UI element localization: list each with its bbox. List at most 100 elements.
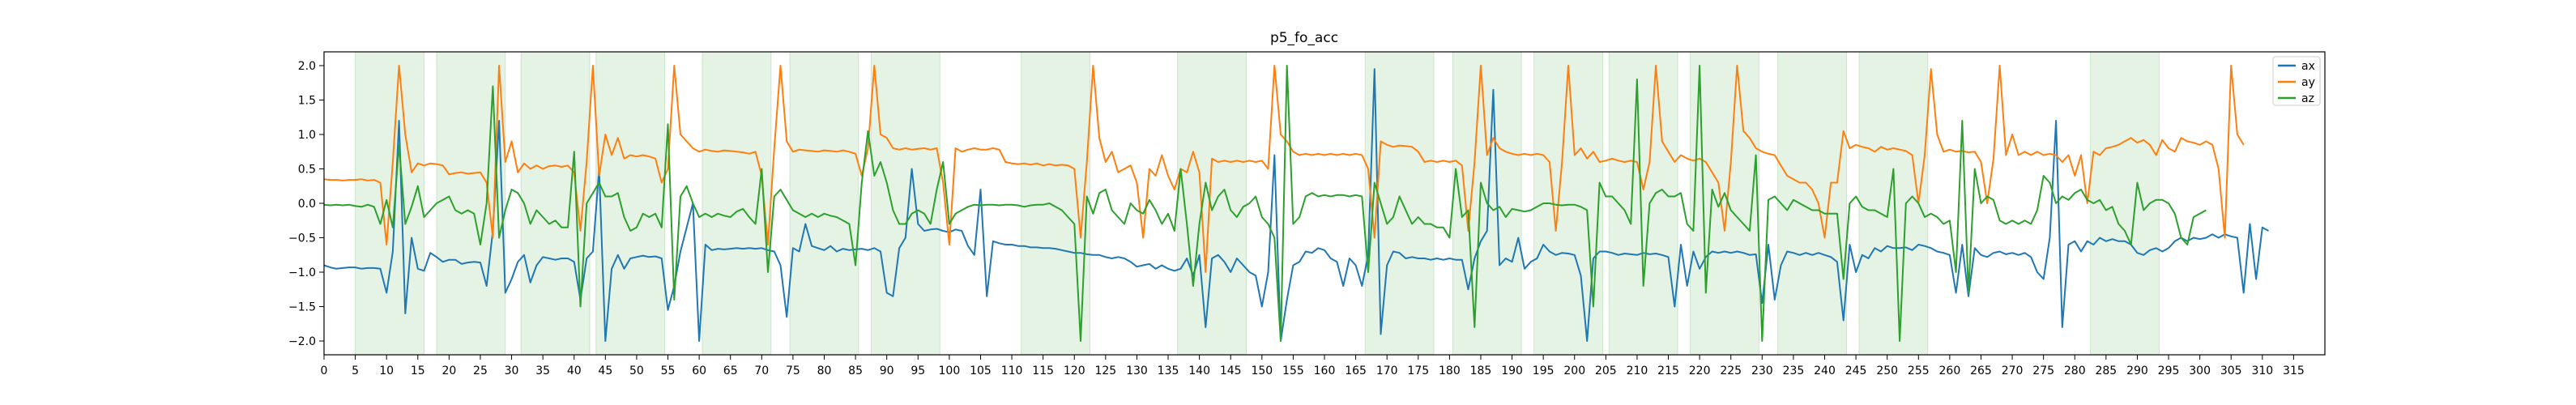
y-tick-label: 0.0 [298,198,316,211]
x-tick-label: 295 [2158,364,2180,377]
x-tick-label: 190 [1501,364,1523,377]
shaded-interval [702,51,772,356]
y-tick-label: −1.5 [288,301,316,314]
x-tick-label: 155 [1282,364,1304,377]
x-tick-label: 200 [1563,364,1585,377]
x-tick-label: 310 [2251,364,2273,377]
x-tick-label: 90 [880,364,894,377]
x-tick-label: 210 [1627,364,1648,377]
x-tick-label: 35 [535,364,550,377]
x-tick-label: 85 [848,364,863,377]
series-line-ax [323,68,2269,342]
y-tick-label: −1.0 [288,266,316,279]
x-tick-label: 0 [321,364,328,377]
x-tick-label: 60 [692,364,706,377]
x-tick-label: 315 [2283,364,2305,377]
x-tick-label: 120 [1064,364,1085,377]
x-tick-label: 130 [1126,364,1148,377]
x-tick-label: 195 [1533,364,1555,377]
shaded-interval [1777,51,1848,356]
x-tick-label: 185 [1470,364,1492,377]
x-tick-label: 135 [1158,364,1179,377]
x-tick-label: 65 [723,364,738,377]
x-tick-label: 25 [473,364,488,377]
x-tick-label: 245 [1845,364,1867,377]
y-tick-label: 0.5 [298,164,316,177]
x-tick-label: 235 [1783,364,1805,377]
x-tick-label: 20 [441,364,456,377]
series-line-ay [323,65,2245,273]
x-tick-label: 205 [1595,364,1617,377]
legend-items: ax ay az [2278,60,2315,105]
x-tick-label: 10 [379,364,394,377]
chart-title: p5_fo_acc [1270,30,1338,46]
shaded-interval [1177,51,1247,356]
x-tick-label: 50 [629,364,644,377]
series-lines [323,65,2269,342]
x-tick-label: 215 [1657,364,1679,377]
x-tick-label: 110 [1001,364,1023,377]
x-tick-label: 240 [1814,364,1836,377]
x-tick-label: 40 [567,364,582,377]
legend-label-ay: ay [2301,76,2315,89]
x-tick-label: 220 [1689,364,1711,377]
x-tick-label: 165 [1345,364,1367,377]
x-tick-label: 280 [2064,364,2086,377]
shaded-intervals [355,51,2160,356]
x-tick-label: 105 [970,364,992,377]
x-tick-label: 290 [2126,364,2148,377]
x-tick-label: 305 [2220,364,2242,377]
x-tick-label: 140 [1188,364,1210,377]
shaded-interval [1858,51,1929,356]
x-tick-label: 30 [505,364,519,377]
y-tick-label: −0.5 [288,232,316,245]
plot-area-frame [323,51,2326,356]
x-tick-label: 150 [1251,364,1273,377]
legend-label-az: az [2301,92,2314,105]
x-tick-label: 95 [911,364,925,377]
series-line-az [323,65,2207,342]
y-axis-ticks: −2.0 −1.5 −1.0 −0.5 0.0 0.5 1.0 1.5 2.0 [288,60,324,348]
x-tick-label: 255 [1908,364,1930,377]
x-tick-label: 285 [2095,364,2117,377]
legend-label-ax: ax [2301,60,2315,73]
x-axis-ticks: 0 5 10 15 20 25 30 35 40 45 50 55 60 65 70 75 80 85 90 95 10… [321,355,2305,377]
x-tick-label: 230 [1751,364,1773,377]
x-tick-label: 275 [2032,364,2054,377]
y-tick-label: 1.0 [298,129,316,142]
y-tick-label: 2.0 [298,60,316,73]
x-tick-label: 15 [411,364,425,377]
legend: ax ay az [2272,56,2321,106]
x-tick-label: 45 [598,364,612,377]
x-tick-label: 170 [1376,364,1398,377]
x-tick-label: 300 [2189,364,2211,377]
x-tick-label: 160 [1314,364,1336,377]
shaded-interval [789,51,859,356]
x-tick-label: 80 [817,364,832,377]
x-tick-label: 180 [1439,364,1461,377]
shaded-interval [1608,51,1678,356]
x-tick-label: 145 [1220,364,1242,377]
legend-box [2272,56,2321,106]
x-tick-label: 55 [661,364,676,377]
x-tick-label: 75 [786,364,800,377]
x-tick-label: 175 [1407,364,1429,377]
y-tick-label: 1.5 [298,95,316,108]
y-tick-label: −2.0 [288,335,316,348]
x-tick-label: 115 [1032,364,1054,377]
shaded-interval [1690,51,1759,356]
x-tick-label: 125 [1094,364,1116,377]
shaded-interval [870,51,940,356]
x-tick-label: 5 [352,364,359,377]
x-tick-label: 225 [1720,364,1742,377]
x-tick-label: 260 [1939,364,1961,377]
x-tick-label: 250 [1876,364,1898,377]
shaded-interval [595,51,666,356]
x-tick-label: 100 [939,364,961,377]
x-tick-label: 70 [754,364,769,377]
x-tick-label: 270 [2002,364,2024,377]
shaded-interval [520,51,591,356]
x-tick-label: 265 [1970,364,1992,377]
